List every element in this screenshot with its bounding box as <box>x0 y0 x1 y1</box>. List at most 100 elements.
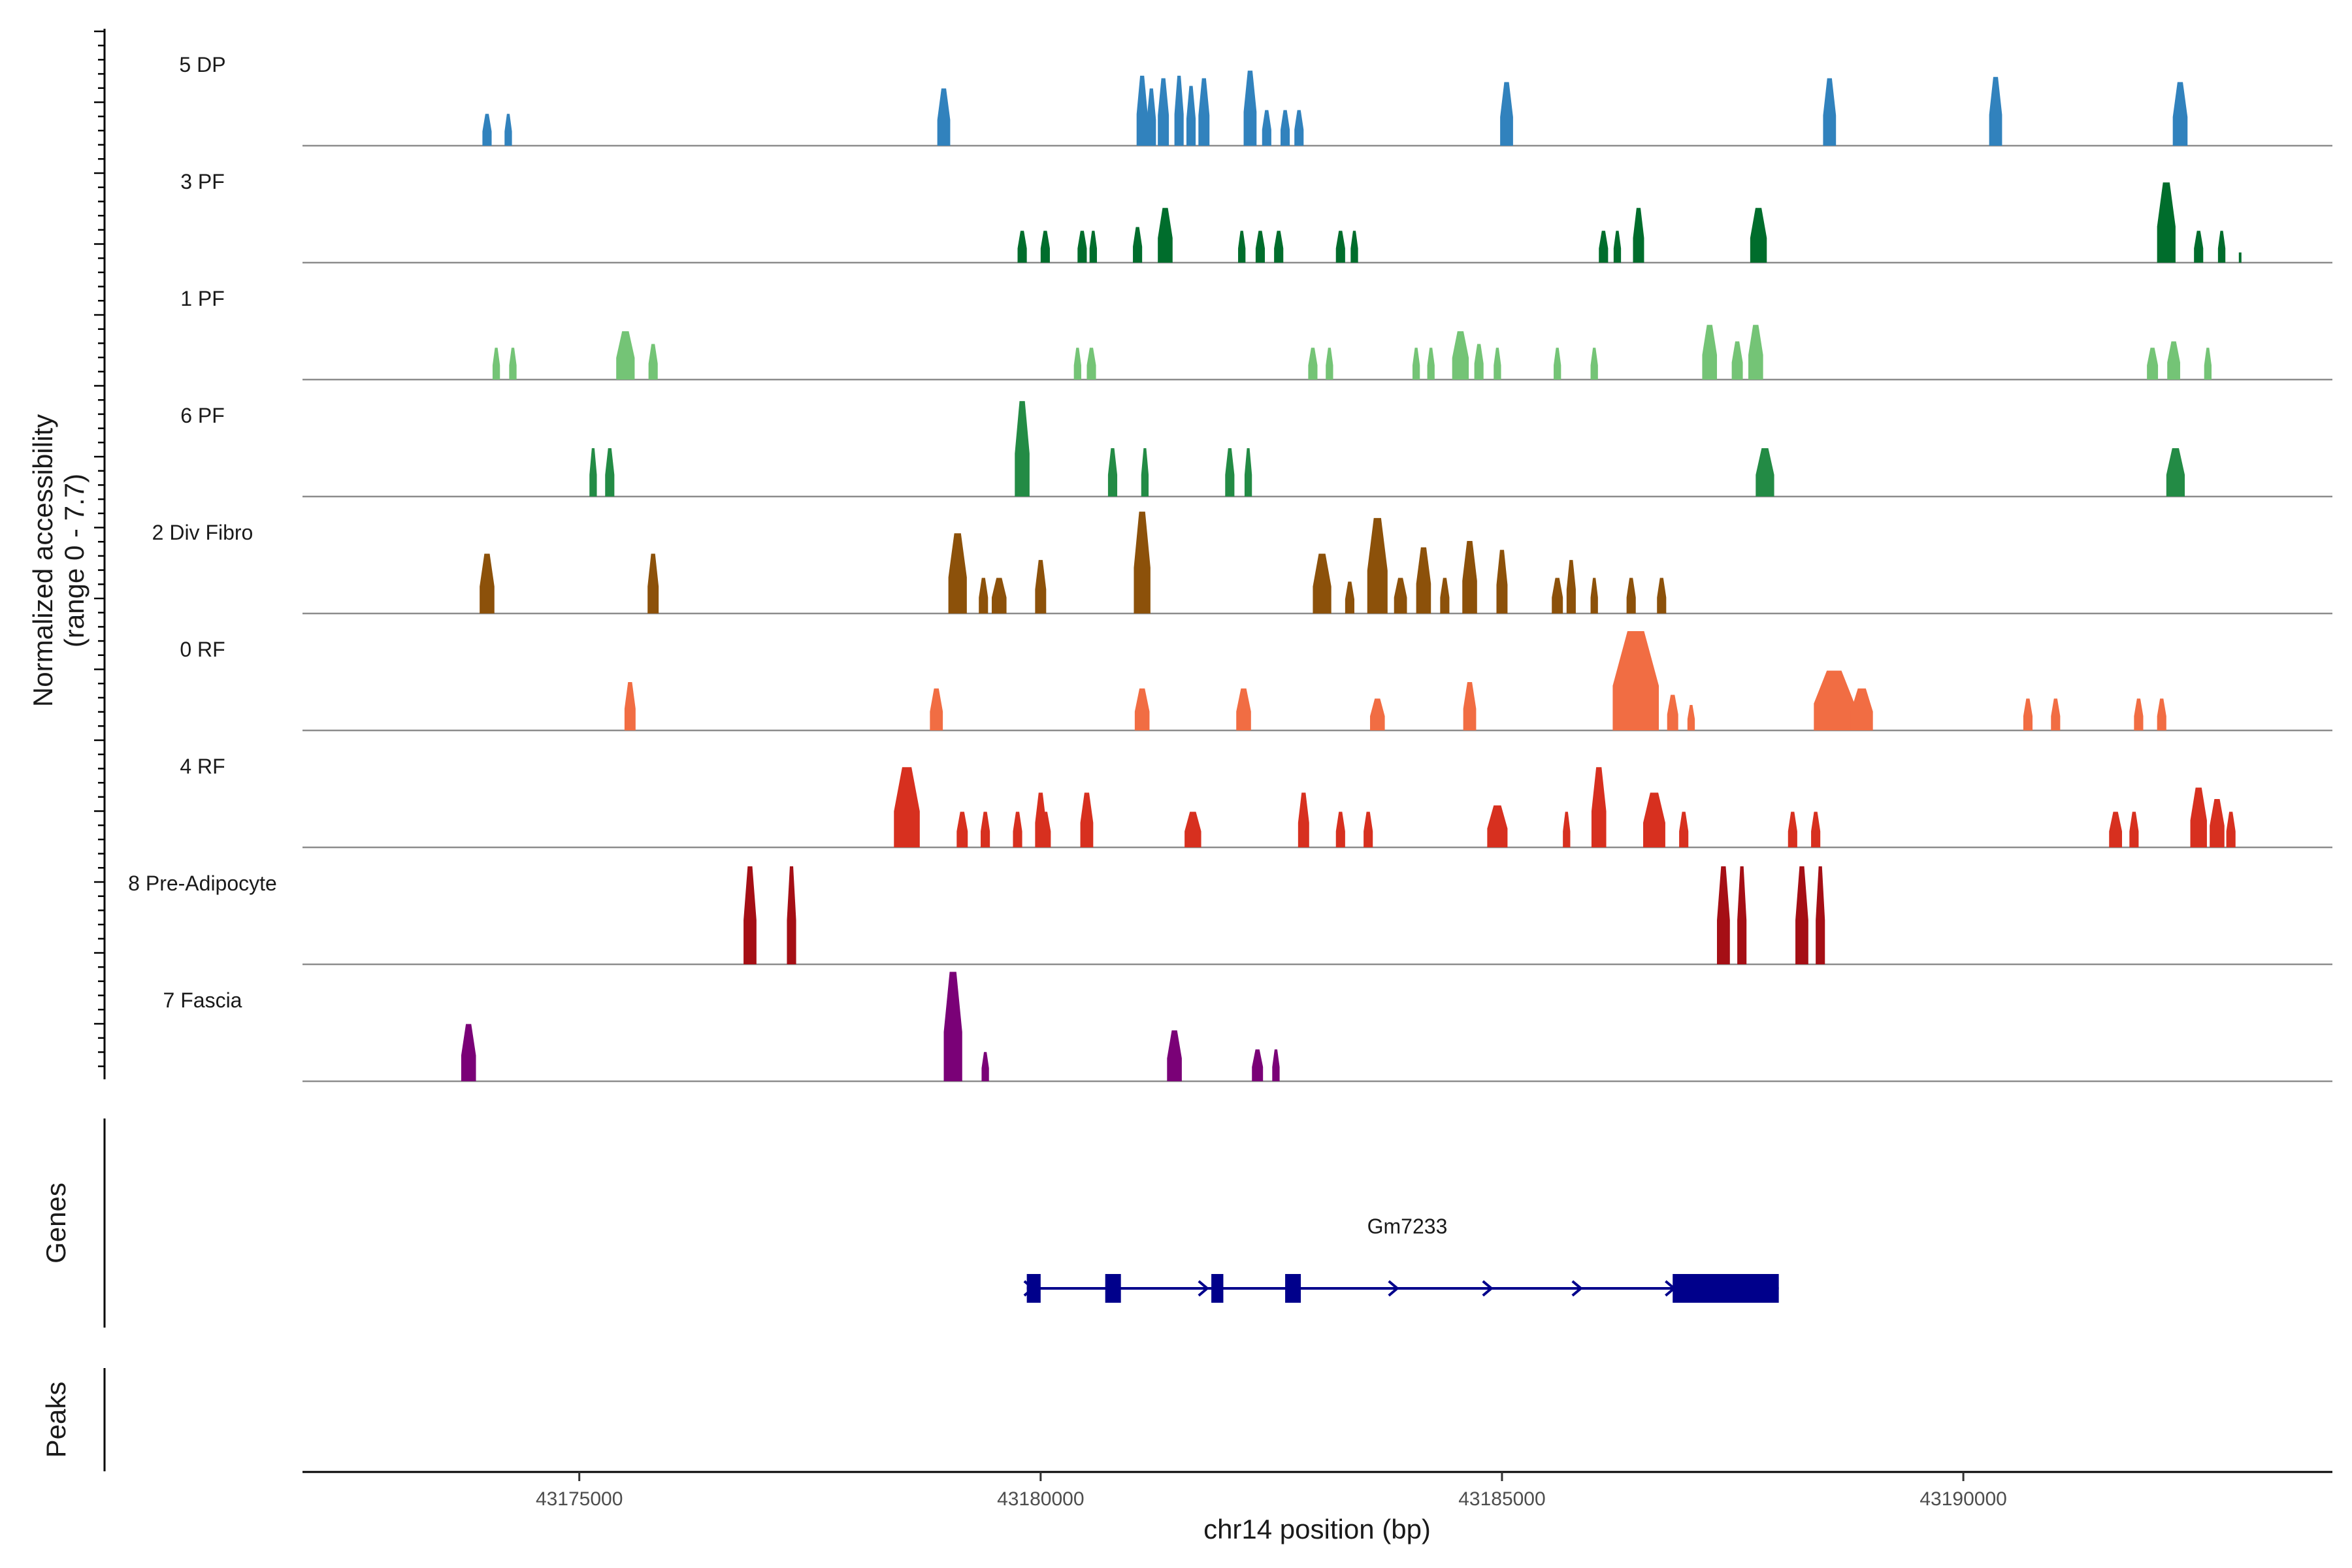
coverage-peak <box>1687 705 1695 730</box>
coverage-peak <box>1452 331 1469 380</box>
coverage-peak <box>1679 811 1689 847</box>
coverage-peak <box>1591 767 1607 847</box>
coverage-peak <box>1350 231 1358 263</box>
coverage-peak <box>1236 688 1251 730</box>
coverage-peak <box>1811 811 1821 847</box>
gene-strand-arrow <box>1388 1280 1399 1297</box>
coverage-peak <box>1496 549 1508 613</box>
coverage-peak <box>1440 578 1450 613</box>
genes-panel-label: Genes <box>41 1183 71 1264</box>
x-tick-label: 43185000 <box>1458 1488 1545 1510</box>
coverage-peak <box>1737 866 1747 964</box>
coverage-peak <box>1731 341 1743 380</box>
x-axis-title: chr14 position (bp) <box>1203 1514 1431 1544</box>
coverage-peak <box>1989 76 2002 146</box>
coverage-peak <box>616 331 635 380</box>
coverage-peak <box>1298 792 1309 847</box>
coverage-peak <box>787 866 796 964</box>
coverage-peak <box>1035 560 1047 613</box>
track-0-rf: 0 RF <box>180 631 2332 732</box>
track-1-pf: 1 PF <box>180 287 2332 381</box>
coverage-peak <box>509 348 517 380</box>
track-6-pf: 6 PF <box>180 400 2332 498</box>
coverage-peak <box>1702 325 1718 380</box>
coverage-peak <box>2051 698 2061 730</box>
coverage-peak <box>1133 227 1143 263</box>
coverage-peak <box>2194 231 2204 263</box>
coverage-peak <box>1134 512 1151 613</box>
coverage-peak <box>2190 787 2207 847</box>
coverage-peak <box>1136 75 1148 146</box>
coverage-peak <box>2134 698 2144 730</box>
track-label: 0 RF <box>180 638 225 661</box>
coverage-peak <box>1335 811 1345 847</box>
coverage-peak <box>647 553 659 613</box>
track-label: 3 PF <box>180 170 225 193</box>
coverage-peak <box>2129 811 2139 847</box>
coverage-peak <box>943 972 962 1081</box>
coverage-peak <box>1554 348 1561 380</box>
coverage-peak <box>1474 344 1484 380</box>
coverage-peak <box>1015 400 1030 497</box>
coverage-peak <box>1612 631 1659 730</box>
coverage-peak <box>1487 805 1508 847</box>
coverage-peak <box>2204 348 2212 380</box>
coverage-peak <box>2167 341 2180 380</box>
coverage-peak <box>1566 560 1576 613</box>
coverage-peak <box>2172 82 2188 146</box>
coverage-peak <box>981 811 990 847</box>
track-3-pf: 3 PF <box>180 170 2332 264</box>
coverage-peak <box>1086 348 1096 380</box>
coverage-peak <box>1158 208 1173 263</box>
coverage-peak <box>2157 182 2176 263</box>
coverage-peak <box>981 1052 989 1081</box>
gene-strand-arrow <box>1198 1280 1209 1297</box>
x-tick-label: 43175000 <box>536 1488 623 1510</box>
gene-strand-arrow <box>1482 1280 1494 1297</box>
peaks-panel-label: Peaks <box>41 1382 71 1458</box>
track-8-pre-adipocyte: 8 Pre-Adipocyte <box>128 866 2332 966</box>
coverage-peak <box>1080 792 1094 847</box>
coverage-peak <box>1243 71 1257 146</box>
coverage-peak <box>504 114 512 146</box>
gene-name-label: Gm7233 <box>1367 1215 1448 1238</box>
coverage-peak <box>1313 553 1331 613</box>
coverage-peak <box>743 866 757 964</box>
coverage-peak <box>1367 517 1388 613</box>
coverage-peak <box>1244 448 1252 497</box>
coverage-peak <box>1335 231 1345 263</box>
track-label: 6 PF <box>180 404 225 427</box>
coverage-peak <box>605 448 615 497</box>
coverage-peak <box>930 688 943 730</box>
coverage-y-ticks <box>94 30 105 1068</box>
coverage-peak <box>2226 811 2236 847</box>
coverage-peak <box>1788 811 1797 847</box>
coverage-peak <box>492 348 500 380</box>
coverage-peak <box>1412 348 1420 380</box>
coverage-peak <box>2217 231 2226 263</box>
coverage-peak <box>1717 866 1730 964</box>
coverage-peak <box>1141 448 1149 497</box>
coverage-peak <box>461 1024 476 1081</box>
coverage-peak <box>1394 578 1407 613</box>
coverage-peak <box>1364 811 1373 847</box>
gene-exon <box>1105 1274 1121 1303</box>
coverage-peak <box>1294 110 1304 146</box>
coverage-peak <box>1823 78 1837 146</box>
track-label: 1 PF <box>180 287 225 310</box>
coverage-peak <box>1613 231 1622 263</box>
coverage-peak <box>1416 547 1431 613</box>
coverage-peak <box>2157 698 2166 730</box>
coverage-peak <box>589 448 597 497</box>
coverage-peak <box>1255 231 1266 263</box>
coverage-peak <box>1345 581 1354 613</box>
coverage-peak <box>1462 540 1477 613</box>
coverage-peak <box>1238 231 1246 263</box>
coverage-peak <box>1077 231 1087 263</box>
coverage-peak <box>1463 681 1477 730</box>
coverage-peak <box>1626 578 1636 613</box>
x-axis-ticks: 43175000 43180000 43185000 43190000 <box>536 1472 2007 1510</box>
gene-exon <box>1026 1274 1041 1303</box>
coverage-peak <box>1281 110 1290 146</box>
